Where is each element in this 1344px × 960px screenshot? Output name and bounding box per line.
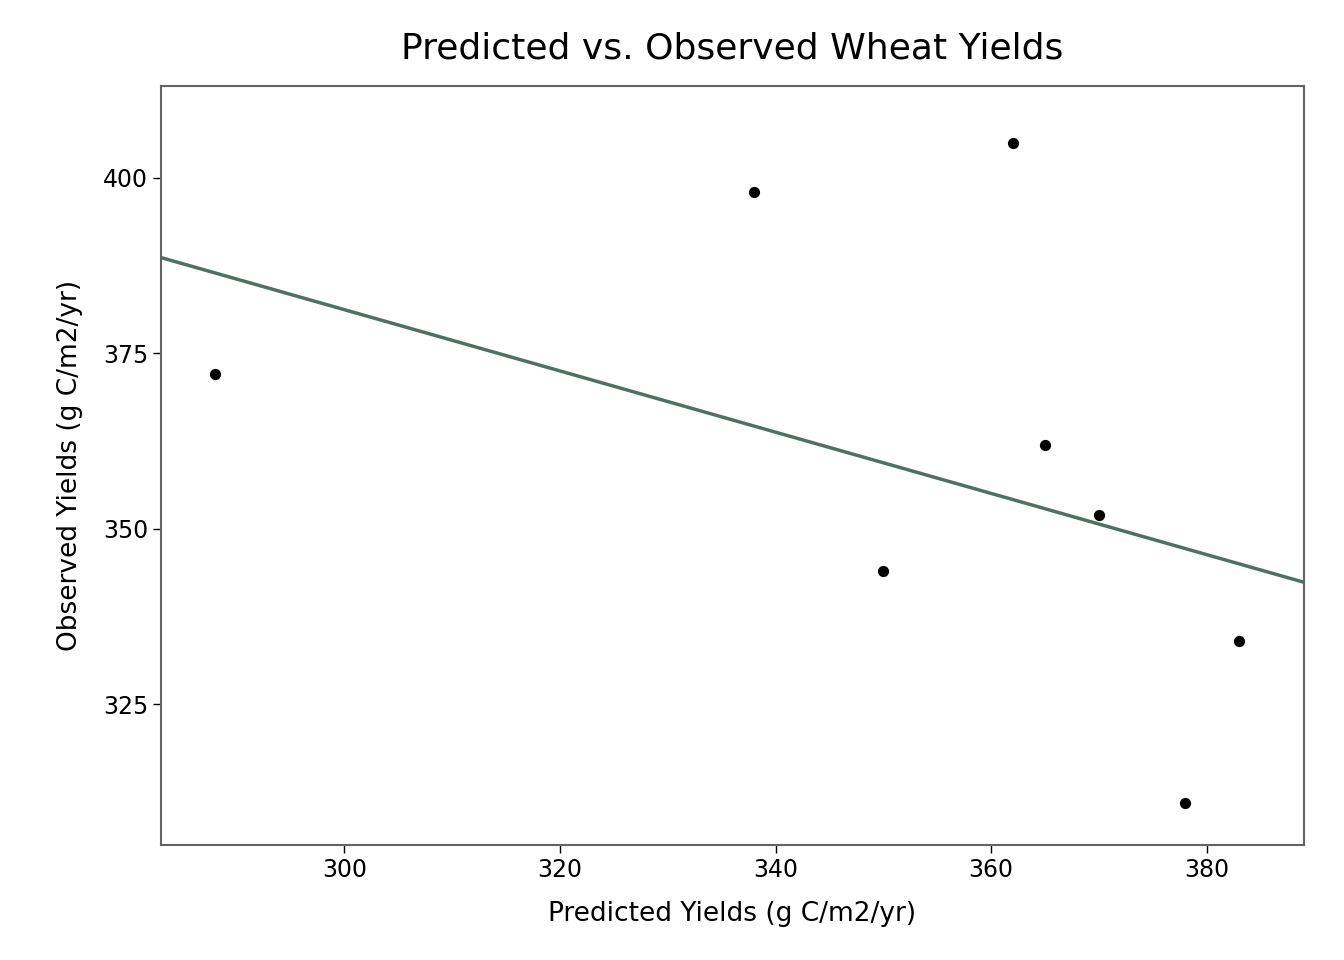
Point bbox=[204, 367, 226, 382]
Point bbox=[1035, 437, 1056, 452]
Point bbox=[872, 564, 894, 579]
Y-axis label: Observed Yields (g C/m2/yr): Observed Yields (g C/m2/yr) bbox=[58, 280, 83, 651]
Title: Predicted vs. Observed Wheat Yields: Predicted vs. Observed Wheat Yields bbox=[402, 32, 1063, 65]
X-axis label: Predicted Yields (g C/m2/yr): Predicted Yields (g C/m2/yr) bbox=[548, 901, 917, 927]
Point bbox=[1228, 634, 1250, 649]
Point bbox=[1001, 135, 1023, 151]
Point bbox=[1089, 507, 1110, 522]
Point bbox=[743, 184, 765, 200]
Point bbox=[1175, 795, 1196, 810]
